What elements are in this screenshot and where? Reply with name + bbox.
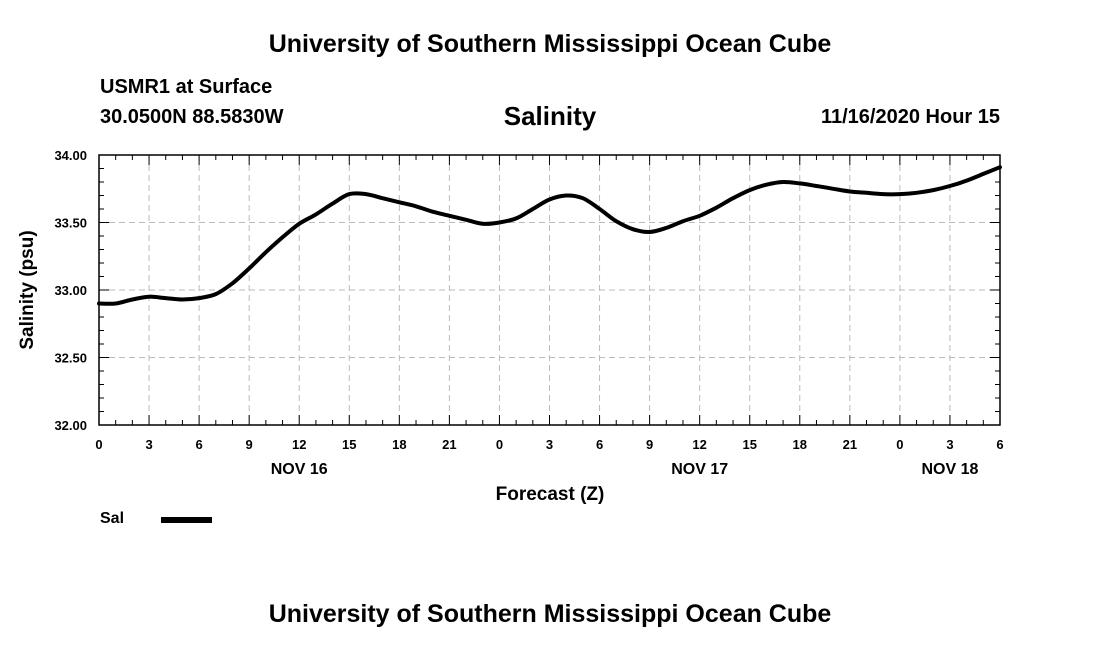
date-label: NOV 17 bbox=[671, 461, 728, 478]
x-tick-label: 3 bbox=[546, 437, 553, 452]
x-tick-label: 12 bbox=[292, 437, 306, 452]
x-tick-label: 0 bbox=[95, 437, 102, 452]
x-tick-label: 21 bbox=[843, 437, 857, 452]
legend-swatch bbox=[161, 517, 212, 523]
footer-title: University of Southern Mississippi Ocean… bbox=[268, 600, 832, 628]
date-labels: NOV 16 NOV 17 NOV 18 bbox=[271, 461, 979, 478]
x-tick-label: 21 bbox=[442, 437, 456, 452]
axis-ticks bbox=[98, 154, 1001, 426]
x-tick-label: 12 bbox=[692, 437, 706, 452]
grid-lines bbox=[99, 155, 1000, 425]
plot-frame bbox=[98, 154, 1001, 426]
x-tick-label: 15 bbox=[742, 437, 756, 452]
station-name: USMR1 at Surface bbox=[100, 76, 273, 98]
date-label: NOV 16 bbox=[271, 461, 328, 478]
y-tick-label: 33.50 bbox=[54, 216, 87, 231]
chart-title: Salinity bbox=[503, 101, 597, 131]
date-label: NOV 18 bbox=[921, 461, 978, 478]
x-axis-label: Forecast (Z) bbox=[496, 484, 605, 505]
y-tick-label: 32.00 bbox=[54, 418, 87, 433]
y-tick-label: 33.00 bbox=[54, 283, 87, 298]
page-title: University of Southern Mississippi Ocean… bbox=[268, 30, 832, 58]
y-tick-label: 32.50 bbox=[54, 351, 87, 366]
x-tick-label: 9 bbox=[246, 437, 253, 452]
x-tick-label: 9 bbox=[646, 437, 653, 452]
x-tick-label: 0 bbox=[496, 437, 503, 452]
x-tick-label: 15 bbox=[342, 437, 356, 452]
x-tick-label: 6 bbox=[596, 437, 603, 452]
forecast-run-time: 11/16/2020 Hour 15 bbox=[820, 106, 1000, 128]
x-tick-labels: 0 3 6 9 12 15 18 21 0 3 6 9 12 15 18 21 0 3 6 bbox=[95, 437, 1003, 452]
y-tick-labels: 32.00 32.50 33.00 33.50 34.00 bbox=[54, 148, 87, 433]
legend-label: Sal bbox=[100, 510, 125, 527]
x-tick-label: 3 bbox=[145, 437, 152, 452]
x-tick-label: 18 bbox=[793, 437, 807, 452]
y-tick-label: 34.00 bbox=[54, 148, 87, 163]
x-tick-label: 6 bbox=[195, 437, 202, 452]
series-line-sal bbox=[97, 165, 1002, 306]
y-axis-label: Salinity (psu) bbox=[17, 230, 38, 349]
x-tick-label: 3 bbox=[946, 437, 953, 452]
x-tick-label: 18 bbox=[392, 437, 406, 452]
station-coordinates: 30.0500N 88.5830W bbox=[100, 106, 284, 128]
x-tick-label: 6 bbox=[996, 437, 1003, 452]
x-tick-label: 0 bbox=[896, 437, 903, 452]
